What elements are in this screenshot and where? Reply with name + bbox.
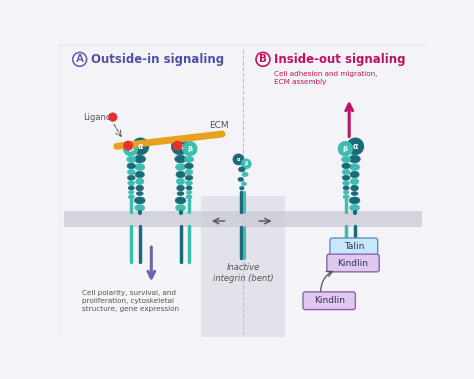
Circle shape — [241, 159, 251, 169]
Circle shape — [73, 52, 87, 66]
Text: α: α — [138, 142, 143, 151]
Ellipse shape — [185, 175, 193, 180]
Ellipse shape — [343, 181, 349, 185]
Text: Inactive
integrin (bent): Inactive integrin (bent) — [213, 263, 273, 283]
Text: A: A — [76, 54, 84, 64]
Text: β: β — [245, 161, 248, 166]
Ellipse shape — [175, 155, 186, 163]
Bar — [201, 196, 284, 337]
Ellipse shape — [176, 179, 185, 185]
Ellipse shape — [343, 186, 349, 190]
Text: β: β — [187, 146, 192, 152]
Ellipse shape — [175, 197, 186, 204]
Text: Inside-out signaling: Inside-out signaling — [274, 53, 406, 66]
FancyBboxPatch shape — [303, 292, 356, 310]
Ellipse shape — [185, 163, 193, 169]
Ellipse shape — [128, 175, 135, 180]
Text: α: α — [237, 157, 240, 162]
Ellipse shape — [350, 179, 359, 185]
Text: Outside-in signaling: Outside-in signaling — [91, 53, 224, 66]
Ellipse shape — [349, 197, 360, 204]
Text: Kindlin: Kindlin — [337, 258, 368, 268]
Text: Ligand: Ligand — [83, 113, 112, 122]
Ellipse shape — [349, 164, 360, 171]
Ellipse shape — [128, 169, 135, 175]
Ellipse shape — [175, 164, 185, 171]
Circle shape — [256, 52, 270, 66]
Text: Kindlin: Kindlin — [314, 296, 345, 305]
Ellipse shape — [127, 163, 136, 169]
Circle shape — [338, 141, 353, 156]
Ellipse shape — [350, 171, 359, 178]
Ellipse shape — [136, 185, 144, 191]
FancyBboxPatch shape — [327, 254, 379, 272]
Circle shape — [233, 154, 244, 165]
Ellipse shape — [186, 191, 191, 194]
Bar — [64, 211, 422, 227]
Ellipse shape — [238, 167, 245, 172]
Ellipse shape — [343, 195, 349, 199]
Ellipse shape — [135, 171, 145, 178]
Circle shape — [124, 141, 133, 150]
Ellipse shape — [177, 185, 184, 191]
Ellipse shape — [135, 164, 145, 171]
Circle shape — [132, 138, 149, 155]
Circle shape — [171, 138, 188, 155]
Ellipse shape — [342, 169, 350, 175]
Text: B: B — [259, 54, 267, 64]
Ellipse shape — [136, 179, 144, 185]
Ellipse shape — [349, 205, 360, 211]
Text: α: α — [177, 142, 182, 151]
Ellipse shape — [242, 182, 246, 186]
Ellipse shape — [185, 169, 193, 175]
Ellipse shape — [351, 192, 358, 196]
Circle shape — [109, 113, 117, 121]
Ellipse shape — [134, 155, 146, 163]
Ellipse shape — [186, 195, 192, 199]
Ellipse shape — [134, 197, 145, 204]
Ellipse shape — [128, 186, 134, 190]
Ellipse shape — [341, 156, 351, 163]
Ellipse shape — [239, 186, 244, 190]
Ellipse shape — [185, 181, 192, 185]
Ellipse shape — [184, 156, 194, 163]
Text: Cell polarity, survival, and
proliferation, cytoskeletal
structure, gene express: Cell polarity, survival, and proliferati… — [82, 290, 179, 312]
Ellipse shape — [351, 185, 358, 191]
Ellipse shape — [242, 172, 248, 177]
Ellipse shape — [342, 175, 350, 180]
Ellipse shape — [128, 181, 135, 185]
Text: β: β — [343, 146, 348, 152]
Ellipse shape — [342, 163, 350, 169]
Ellipse shape — [238, 177, 244, 182]
Circle shape — [182, 141, 197, 156]
Ellipse shape — [177, 192, 184, 196]
FancyBboxPatch shape — [330, 238, 378, 256]
Ellipse shape — [127, 156, 136, 163]
Ellipse shape — [186, 186, 192, 190]
Circle shape — [173, 141, 182, 150]
Text: α: α — [353, 142, 358, 151]
Ellipse shape — [343, 191, 349, 194]
FancyBboxPatch shape — [60, 45, 426, 338]
Text: Talin: Talin — [344, 242, 364, 251]
Ellipse shape — [128, 191, 134, 194]
Circle shape — [347, 138, 364, 155]
Text: ECM: ECM — [209, 121, 228, 130]
Ellipse shape — [175, 205, 185, 211]
Ellipse shape — [135, 205, 145, 211]
Ellipse shape — [128, 195, 134, 199]
Text: β: β — [128, 146, 133, 152]
Ellipse shape — [137, 192, 143, 196]
Ellipse shape — [176, 171, 185, 178]
Text: Cell adhesion and migration,
ECM assembly: Cell adhesion and migration, ECM assembl… — [274, 71, 378, 85]
Circle shape — [123, 141, 138, 156]
Ellipse shape — [349, 155, 360, 163]
